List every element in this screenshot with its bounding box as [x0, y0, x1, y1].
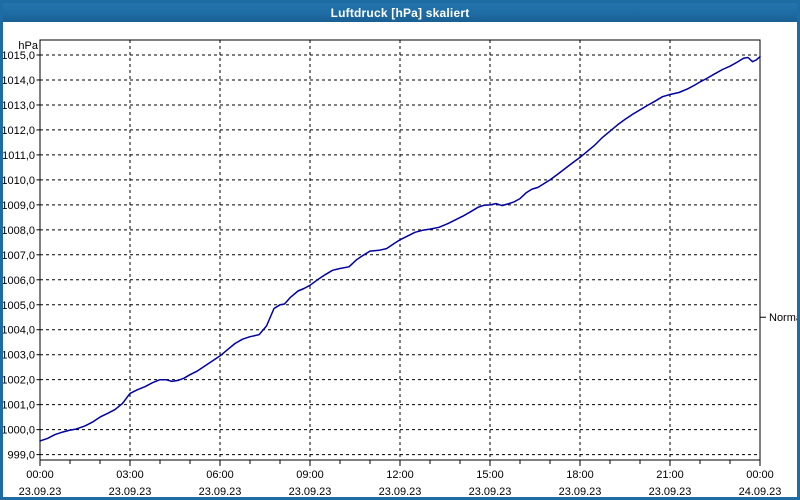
y-axis-tick-label: 1007,0	[3, 250, 35, 262]
y-axis-tick-label: 1014,0	[3, 75, 35, 87]
y-axis-tick-label: 1010,0	[3, 175, 35, 187]
x-axis-date-label: 23.09.23	[199, 486, 242, 497]
x-axis-date-label: 23.09.23	[289, 486, 332, 497]
window-title: Luftdruck [hPa] skaliert	[330, 5, 470, 20]
x-axis-date-label: 23.09.23	[19, 486, 62, 497]
x-axis-time-label: 15:00	[476, 469, 504, 481]
pressure-line-chart: 1015,0 1014,0 1013,0 1012,0 1011,0 1010,0 1009…	[3, 39, 797, 497]
x-axis-time-label: 00:00	[26, 469, 54, 481]
y-axis-unit-label: hPa	[18, 40, 38, 52]
chart-area: 1015,0 1014,0 1013,0 1012,0 1011,0 1010,0 1009…	[3, 22, 797, 497]
plot-border	[39, 39, 761, 461]
y-axis-tick-label: 1009,0	[3, 200, 35, 212]
window-titlebar[interactable]: Luftdruck [hPa] skaliert	[3, 3, 797, 22]
x-axis-time-label: 12:00	[386, 469, 414, 481]
x-axis-time-label: 03:00	[116, 469, 144, 481]
x-axis-date-label: 23.09.23	[649, 486, 692, 497]
y-axis-tick-label: 1003,0	[3, 350, 35, 362]
y-axis-tick-label: 1004,0	[3, 325, 35, 337]
x-axis-date-label: 24.09.23	[739, 486, 782, 497]
y-axis-tick-label: 1001,0	[3, 400, 35, 412]
y-axis-tick-label: 1002,0	[3, 375, 35, 387]
y-axis-tick-label: 1011,0	[3, 150, 35, 162]
x-axis-time-label: 18:00	[566, 469, 594, 481]
x-axis-date-label: 23.09.23	[109, 486, 152, 497]
y-axis-tick-label: 1000,0	[3, 425, 35, 437]
x-axis-time-label: 21:00	[656, 469, 684, 481]
x-axis-time-label: 00:00	[746, 469, 774, 481]
x-axis-time-label: 06:00	[206, 469, 234, 481]
x-axis-date-label: 23.09.23	[469, 486, 512, 497]
y-axis-tick-label: 1013,0	[3, 100, 35, 112]
y-axis-tick-label: 1015,0	[3, 50, 35, 62]
x-axis-time-label: 09:00	[296, 469, 324, 481]
y-axis-tick-label: 999,0	[7, 450, 35, 462]
y-axis-tick-label: 1006,0	[3, 275, 35, 287]
normal-marker-label: Normal	[769, 312, 797, 324]
x-axis-date-label: 23.09.23	[379, 486, 422, 497]
pressure-series-line	[39, 55, 761, 442]
y-axis-tick-label: 1005,0	[3, 300, 35, 312]
x-axis-date-label: 23.09.23	[559, 486, 602, 497]
y-axis-tick-label: 1008,0	[3, 225, 35, 237]
y-axis-tick-label: 1012,0	[3, 125, 35, 137]
